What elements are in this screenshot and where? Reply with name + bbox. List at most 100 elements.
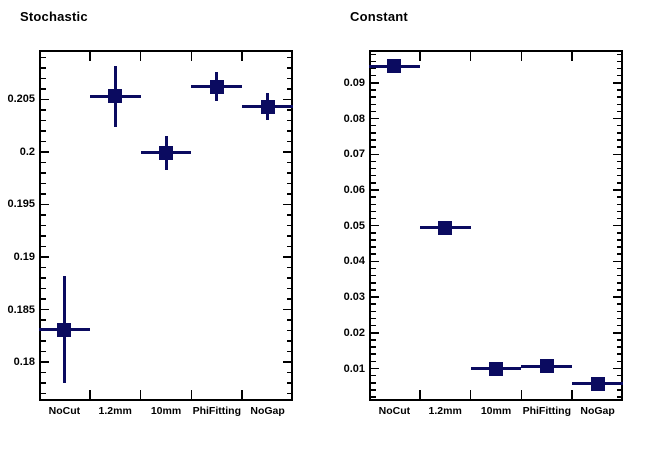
y-minor-tick — [371, 67, 376, 70]
y-minor-tick — [371, 389, 376, 391]
data-point-marker-phifitting — [539, 359, 554, 373]
y-minor-tick — [371, 282, 376, 284]
y-minor-tick — [371, 274, 376, 277]
y-minor-tick-mirror — [616, 74, 621, 77]
y-minor-tick — [41, 182, 46, 185]
y-minor-tick-mirror — [616, 196, 621, 198]
y-minor-tick-mirror — [286, 214, 291, 216]
y-minor-tick — [371, 74, 376, 77]
y-minor-tick-mirror — [616, 246, 621, 248]
x-category-label-12mm: 1.2mm — [428, 405, 462, 417]
y-minor-tick-mirror — [286, 287, 291, 290]
data-point-marker-nocut — [387, 59, 402, 74]
y-major-tick — [41, 361, 49, 363]
y-minor-tick — [371, 160, 376, 163]
left-plot-title: Stochastic — [20, 9, 88, 24]
y-major-tick-mirror — [283, 256, 291, 258]
y-major-tick-mirror — [283, 98, 291, 101]
y-minor-tick-mirror — [286, 140, 291, 143]
y-minor-tick-mirror — [616, 346, 621, 348]
y-minor-tick-mirror — [286, 235, 291, 237]
y-minor-tick — [371, 253, 376, 255]
x-category-label-nogap: NoGap — [580, 405, 615, 417]
y-major-tick-mirror — [613, 153, 621, 155]
y-minor-tick — [41, 298, 46, 300]
y-minor-tick-mirror — [286, 119, 291, 122]
x-category-label-10mm: 10mm — [480, 405, 512, 417]
y-minor-tick — [41, 88, 46, 90]
y-minor-tick-mirror — [286, 319, 291, 321]
y-minor-tick-mirror — [616, 139, 621, 141]
y-minor-tick — [41, 56, 46, 59]
y-major-tick — [371, 332, 379, 334]
y-minor-tick-mirror — [616, 60, 621, 63]
y-minor-tick-mirror — [616, 274, 621, 277]
y-minor-tick — [371, 96, 376, 98]
y-tick-label: 0.03 — [343, 291, 365, 304]
y-minor-tick-mirror — [616, 310, 621, 313]
y-major-tick — [41, 98, 49, 101]
y-minor-tick-mirror — [286, 340, 291, 342]
y-minor-tick — [41, 235, 46, 237]
y-minor-tick-mirror — [286, 109, 291, 111]
y-tick-label: 0.02 — [343, 326, 365, 339]
y-minor-tick-mirror — [616, 303, 621, 305]
x-bin-tick-mirror — [89, 52, 91, 61]
y-major-tick-mirror — [613, 189, 621, 191]
y-minor-tick-mirror — [286, 193, 291, 195]
y-minor-tick-mirror — [616, 103, 621, 106]
y-minor-tick-mirror — [616, 267, 621, 270]
y-tick-label: 0.18 — [13, 356, 35, 369]
y-minor-tick-mirror — [286, 67, 291, 69]
y-minor-tick — [371, 89, 376, 91]
y-tick-label: 0.09 — [343, 76, 365, 89]
y-minor-tick — [371, 103, 376, 106]
y-minor-tick-mirror — [616, 110, 621, 113]
y-major-tick — [371, 153, 379, 155]
y-minor-tick — [371, 374, 376, 377]
y-major-tick-mirror — [613, 367, 621, 370]
y-minor-tick-mirror — [286, 172, 291, 174]
y-minor-tick-mirror — [616, 239, 621, 241]
y-tick-label: 0.185 — [7, 303, 35, 316]
y-minor-tick-mirror — [286, 130, 291, 132]
y-major-tick-mirror — [613, 82, 621, 84]
y-minor-tick — [371, 196, 376, 198]
x-bin-tick-mirror — [571, 52, 573, 61]
y-major-tick — [371, 82, 379, 84]
data-point-marker-phifitting — [209, 79, 224, 94]
y-minor-tick-mirror — [616, 146, 621, 148]
x-bin-tick-mirror — [520, 52, 523, 61]
x-bin-tick — [190, 390, 193, 399]
y-minor-tick — [41, 266, 46, 269]
y-minor-tick — [41, 172, 46, 174]
y-minor-tick — [371, 182, 376, 184]
y-major-tick-mirror — [283, 151, 291, 153]
y-minor-tick — [371, 167, 376, 170]
x-bin-tick — [520, 390, 523, 399]
y-minor-tick-mirror — [286, 350, 291, 353]
y-minor-tick — [371, 324, 376, 327]
y-major-tick — [41, 308, 49, 311]
plot-frame-stochastic — [39, 50, 293, 401]
x-category-label-nocut: NoCut — [48, 405, 81, 417]
y-minor-tick-mirror — [616, 203, 621, 205]
y-minor-tick — [371, 132, 376, 134]
y-minor-tick — [41, 277, 46, 279]
y-minor-tick-mirror — [286, 371, 291, 374]
y-minor-tick — [41, 109, 46, 111]
y-minor-tick — [371, 246, 376, 248]
y-major-tick — [371, 117, 379, 120]
x-bin-tick — [419, 390, 421, 399]
y-minor-tick-mirror — [616, 289, 621, 291]
y-major-tick — [371, 260, 379, 263]
y-minor-tick — [371, 124, 376, 127]
data-point-marker-10mm — [489, 361, 503, 376]
y-minor-tick — [41, 77, 46, 80]
y-minor-tick-mirror — [616, 353, 621, 355]
y-major-tick-mirror — [613, 296, 621, 298]
data-point-marker-12mm — [108, 89, 123, 104]
y-minor-tick — [371, 303, 376, 305]
y-major-tick — [41, 203, 49, 206]
y-minor-tick-mirror — [616, 132, 621, 134]
